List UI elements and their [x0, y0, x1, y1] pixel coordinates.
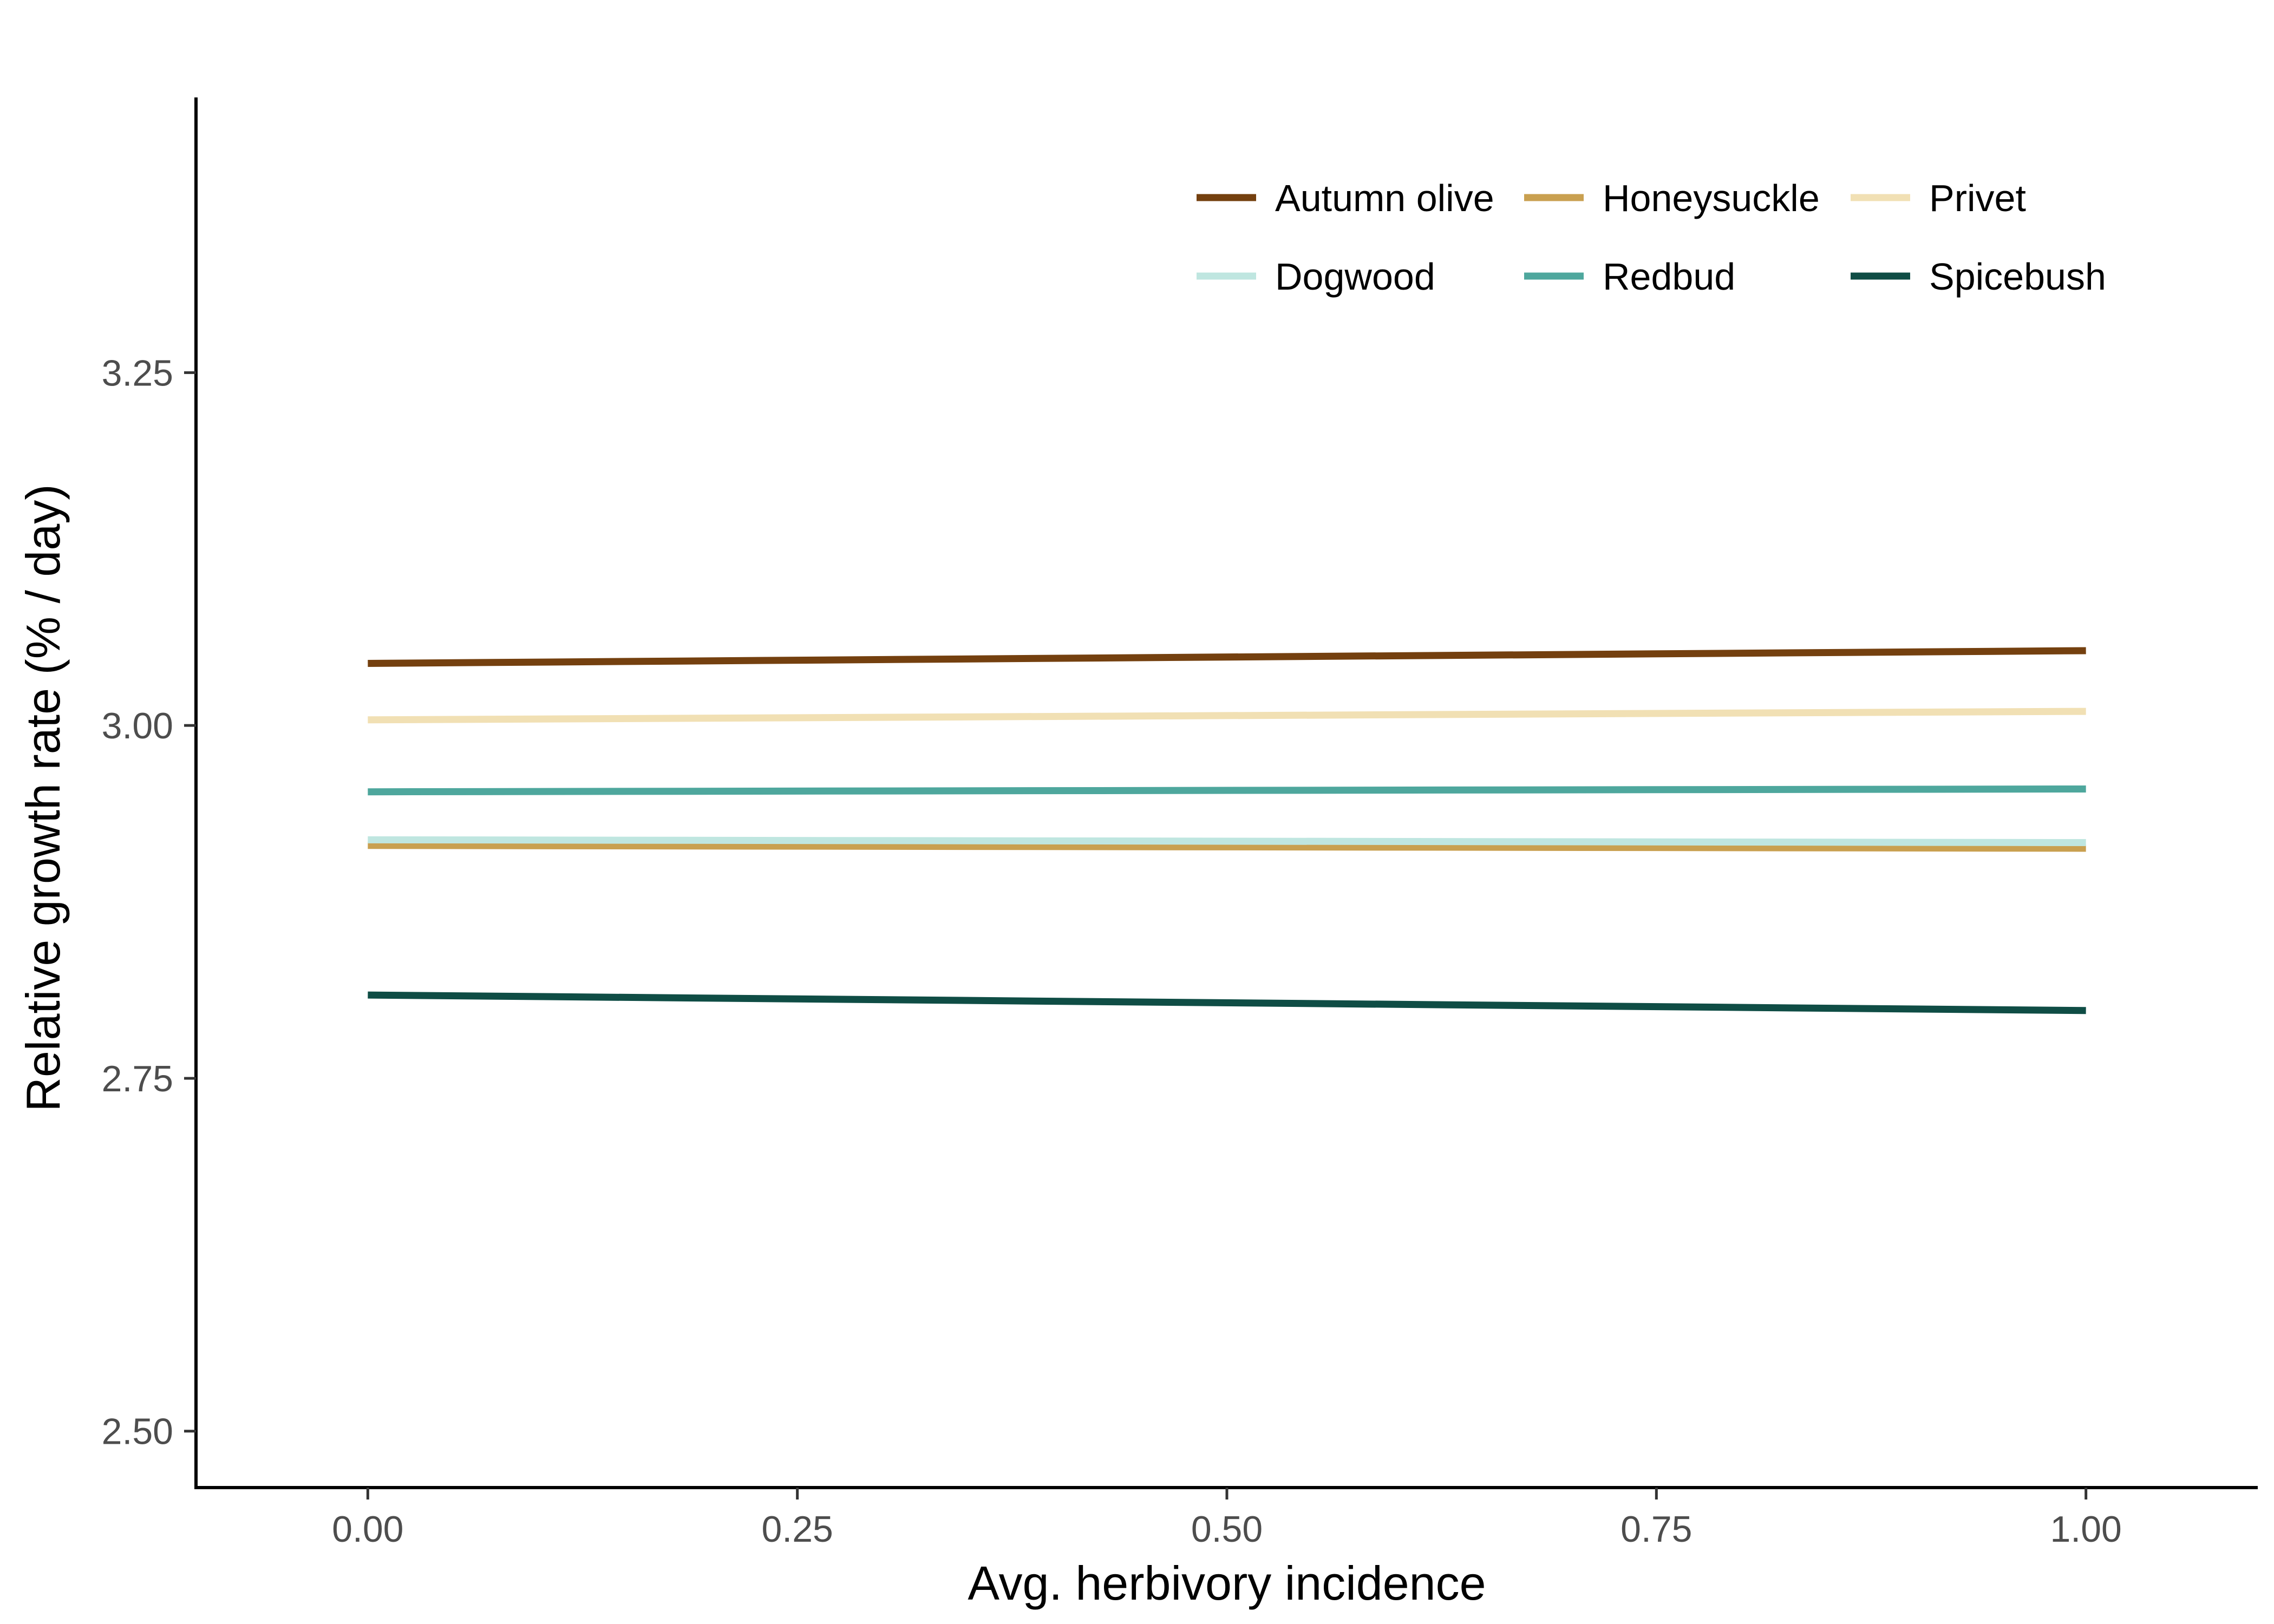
- x-tick-label: 0.00: [332, 1509, 403, 1550]
- series-lines: [368, 647, 2086, 1014]
- series-line-privet: [368, 708, 2086, 724]
- legend-label-dogwood: Dogwood: [1275, 256, 1435, 298]
- legend-label-redbud: Redbud: [1603, 256, 1735, 298]
- x-axis-ticks: 0.00 0.25 0.50 0.75 1.00: [332, 1488, 2122, 1550]
- series-line-dogwood: [368, 836, 2086, 847]
- x-tick-label: 0.25: [761, 1509, 833, 1550]
- y-tick-label: 3.25: [102, 352, 173, 394]
- series-line-honeysuckle: [368, 842, 2086, 852]
- y-axis-ticks: 2.50 2.75 3.00 3.25: [102, 352, 196, 1452]
- y-axis-title: Relative growth rate (% / day): [16, 484, 70, 1111]
- x-tick-label: 1.00: [2050, 1509, 2121, 1550]
- series-line-spicebush: [368, 991, 2086, 1014]
- legend-label-honeysuckle: Honeysuckle: [1603, 177, 1820, 219]
- x-tick-label: 0.50: [1191, 1509, 1263, 1550]
- series-line-autumn-olive: [368, 647, 2086, 667]
- x-axis-title: Avg. herbivory incidence: [968, 1556, 1486, 1610]
- legend-label-privet: Privet: [1929, 177, 2026, 219]
- series-line-redbud: [368, 785, 2086, 796]
- legend: Autumn olive Honeysuckle Privet Dogwood Redb…: [1197, 177, 2106, 298]
- y-tick-label: 3.00: [102, 705, 173, 746]
- y-tick-label: 2.75: [102, 1058, 173, 1099]
- y-tick-label: 2.50: [102, 1411, 173, 1452]
- x-tick-label: 0.75: [1620, 1509, 1692, 1550]
- axes: 0.00 0.25 0.50 0.75 1.00 2.50 2.75 3.00 3.25: [102, 97, 2258, 1550]
- legend-label-autumn-olive: Autumn olive: [1275, 177, 1494, 219]
- legend-label-spicebush: Spicebush: [1929, 256, 2106, 298]
